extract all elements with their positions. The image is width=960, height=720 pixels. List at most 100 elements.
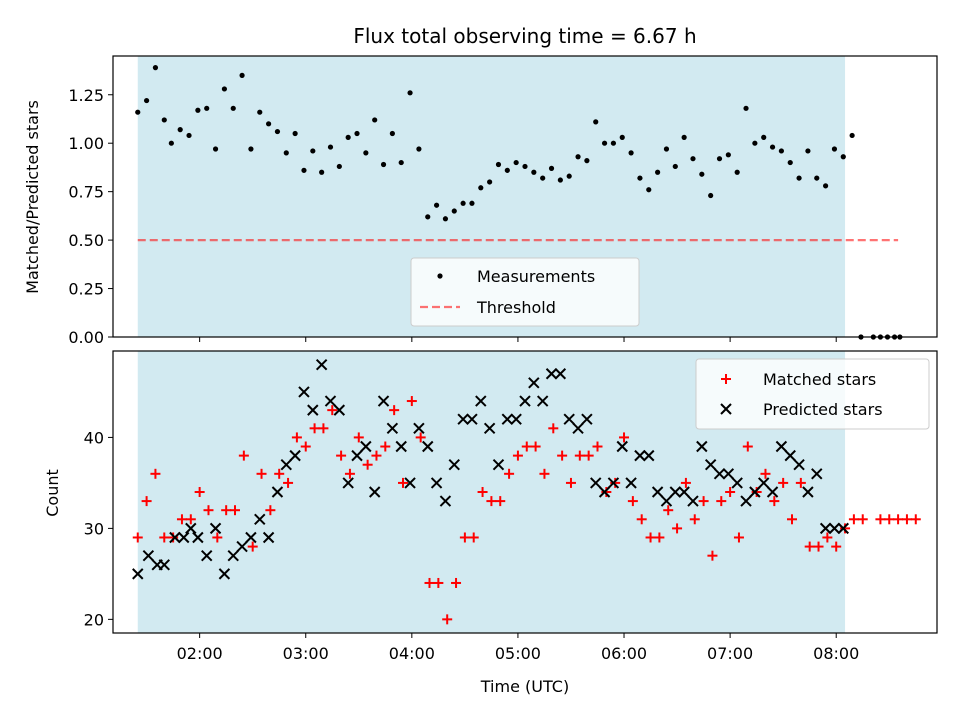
matched-star-point [636,514,647,525]
matched-star-point [141,496,152,507]
legend-label: Measurements [477,267,595,286]
predicted-star-point [289,449,301,462]
matched-star-point [689,514,700,525]
x-axis-label: Time (UTC) [480,677,569,696]
measurement-point [531,169,537,175]
y-tick-label: 40 [84,428,104,447]
x-tick-label: 04:00 [389,644,435,663]
measurement-point [831,146,838,152]
measurement-point [161,117,167,123]
predicted-star-point [775,440,788,453]
predicted-star-point [422,440,434,453]
measurement-point [637,175,643,181]
top-legend [410,257,640,327]
predicted-star-point [201,549,213,562]
matched-star-point [353,432,364,443]
measurement-point [301,167,307,173]
matched-star-point [132,532,143,543]
matched-star-point [451,577,462,588]
matched-star-point [548,423,559,434]
matched-star-point [159,532,170,543]
predicted-star-point [439,495,452,507]
measurement-point [575,154,581,160]
measurement-point [504,167,510,173]
measurement-point [601,140,608,146]
predicted-star-point [324,395,337,407]
predicted-star-point [262,531,275,544]
measurement-point [469,200,475,206]
predicted-star-point [368,486,381,498]
predicted-star-point [634,449,646,462]
measurement-point [663,146,670,152]
matched-star-point [716,496,727,507]
predicted-star-point [298,386,310,398]
y-tick-label: 30 [84,519,104,538]
matched-star-point [415,432,426,443]
measurement-point [610,140,617,146]
matched-star-point [601,487,612,497]
y-tick-label: 20 [84,610,104,629]
measurement-point [212,146,219,152]
measurement-point [274,128,281,135]
measurement-point [239,72,245,78]
matched-star-point [309,423,320,434]
predicted-star-point [766,486,779,498]
predicted-star-point [413,422,425,435]
measurement-point [248,146,254,152]
matched-star-point [698,496,709,507]
measurement-point [389,130,395,137]
axes-frame [112,55,938,338]
matched-star-point [504,468,515,479]
predicted-star-point [625,477,637,489]
predicted-star-point [192,531,204,544]
matched-star-point [610,477,621,488]
measurement-point [690,156,696,162]
legend-matched-marker [721,374,731,384]
predicted-star-point [713,468,726,480]
predicted-star-point [483,422,496,435]
predicted-star-point [315,358,328,371]
predicted-star-point [793,459,805,471]
predicted-star-point [333,404,346,416]
predicted-star-point [731,477,743,489]
predicted-star-point [185,522,197,535]
measurement-point [292,130,298,137]
matched-star-point [238,450,249,461]
predicted-star-point [651,486,664,498]
predicted-star-point [590,477,602,489]
measurement-point [646,187,652,193]
matched-star-point [336,450,347,461]
matched-star-point [512,450,523,461]
y-tick-label: 1.00 [68,134,104,153]
measurement-point [230,105,236,111]
measurement-point [221,86,227,92]
bottom-panel: 20 30 40 02:00 03:00 04:00 05:00 06:00 07:00 08:0… [84,350,938,663]
predicted-star-point [342,477,354,489]
matched-star-point [840,523,851,534]
predicted-star-point [492,459,505,471]
x-tick-label: 03:00 [283,644,329,663]
measurement-point [363,150,369,156]
predicted-star-point [510,413,522,425]
measurement-point [460,200,466,206]
predicted-star-point [802,486,814,498]
matched-star-point [300,441,311,452]
matched-star-point [627,496,638,507]
matched-star-point [318,423,329,434]
matched-star-point [910,514,921,525]
measurement-point [769,144,776,150]
predicted-star-point [554,368,567,380]
matched-star-point [760,468,771,479]
legend-predicted-marker [720,403,732,415]
measurement-point [805,148,811,154]
predicted-star-point [811,468,823,480]
matched-star-point [424,577,435,588]
measurement-point [540,175,546,181]
measurement-point [186,132,192,139]
bottom-legend [695,358,930,430]
predicted-star-point [254,513,266,525]
predicted-star-point [169,531,181,544]
legend-label: Threshold [476,298,556,317]
predicted-star-point [696,440,708,453]
